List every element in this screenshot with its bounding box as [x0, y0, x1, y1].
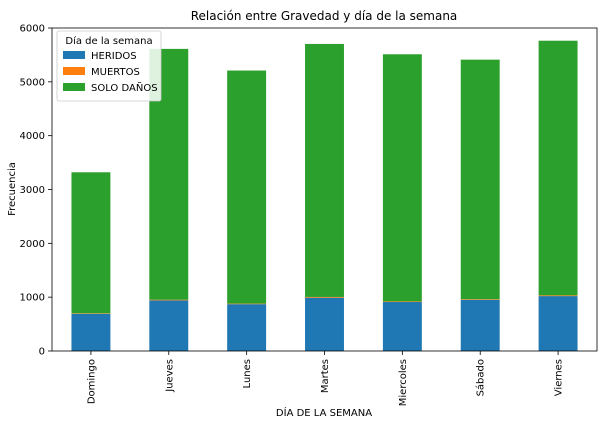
- bar-muertos-jueves: [149, 299, 189, 301]
- bar-solo-daños-martes: [305, 43, 344, 297]
- bar-heridos-domingo: [71, 313, 111, 351]
- x-tick-label-jueves: Jueves: [164, 359, 175, 393]
- bar-muertos-domingo: [71, 313, 111, 314]
- legend: Día de la semana HERIDOS MUERTOS SOLO DAÑOS: [56, 30, 162, 102]
- legend-swatch-heridos: [63, 51, 85, 59]
- y-tick-label: 0: [39, 347, 45, 358]
- bar-heridos-sábado: [460, 299, 500, 351]
- x-tick-label-lunes: Lunes: [242, 359, 253, 388]
- bar-solo-daños-sábado: [460, 59, 500, 300]
- bar-muertos-viernes: [538, 295, 578, 297]
- x-tick-label-martes: Martes: [320, 359, 331, 393]
- bar-solo-daños-domingo: [71, 172, 111, 314]
- chart-title: Relación entre Gravedad y día de la sema…: [191, 9, 458, 23]
- legend-title: Día de la semana: [65, 35, 152, 47]
- x-tick-label-viernes: Viernes: [554, 359, 565, 396]
- legend-swatch-solo-daños: [63, 83, 85, 91]
- axes-layer: 0 1000 2000 3000 4000 5000 6000 Domingo Jueves Lu…: [20, 24, 598, 406]
- bar-solo-daños-miercoles: [382, 54, 422, 302]
- bar-heridos-martes: [305, 297, 344, 351]
- bar-heridos-lunes: [227, 304, 267, 351]
- y-tick-label: 6000: [20, 24, 45, 35]
- x-tick-label-domingo: Domingo: [86, 359, 97, 404]
- x-tick-label-miercoles: Miercoles: [398, 359, 409, 406]
- legend-label-solo-daños: SOLO DAÑOS: [91, 81, 158, 94]
- bar-heridos-miercoles: [382, 302, 422, 351]
- y-tick-label: 4000: [20, 131, 45, 142]
- bar-muertos-lunes: [227, 303, 267, 305]
- x-axis-label: DÍA DE LA SEMANA: [276, 406, 372, 419]
- y-tick-label: 5000: [20, 77, 45, 88]
- bar-heridos-viernes: [538, 296, 578, 351]
- bar-muertos-martes: [305, 296, 344, 298]
- y-axis-label: Frecuencia: [7, 162, 18, 216]
- x-tick-label-sábado: Sábado: [475, 359, 487, 396]
- bars-layer: [71, 40, 578, 351]
- bar-heridos-jueves: [149, 300, 189, 351]
- y-tick-label: 3000: [20, 185, 45, 196]
- y-tick-label: 2000: [20, 239, 45, 250]
- bar-solo-daños-viernes: [538, 40, 578, 296]
- bar-solo-daños-lunes: [227, 70, 267, 304]
- legend-swatch-muertos: [63, 67, 85, 75]
- bar-muertos-miercoles: [382, 301, 422, 303]
- legend-label-heridos: HERIDOS: [91, 51, 137, 62]
- legend-label-muertos: MUERTOS: [91, 67, 140, 78]
- y-tick-label: 1000: [20, 293, 45, 304]
- bar-muertos-sábado: [460, 299, 500, 300]
